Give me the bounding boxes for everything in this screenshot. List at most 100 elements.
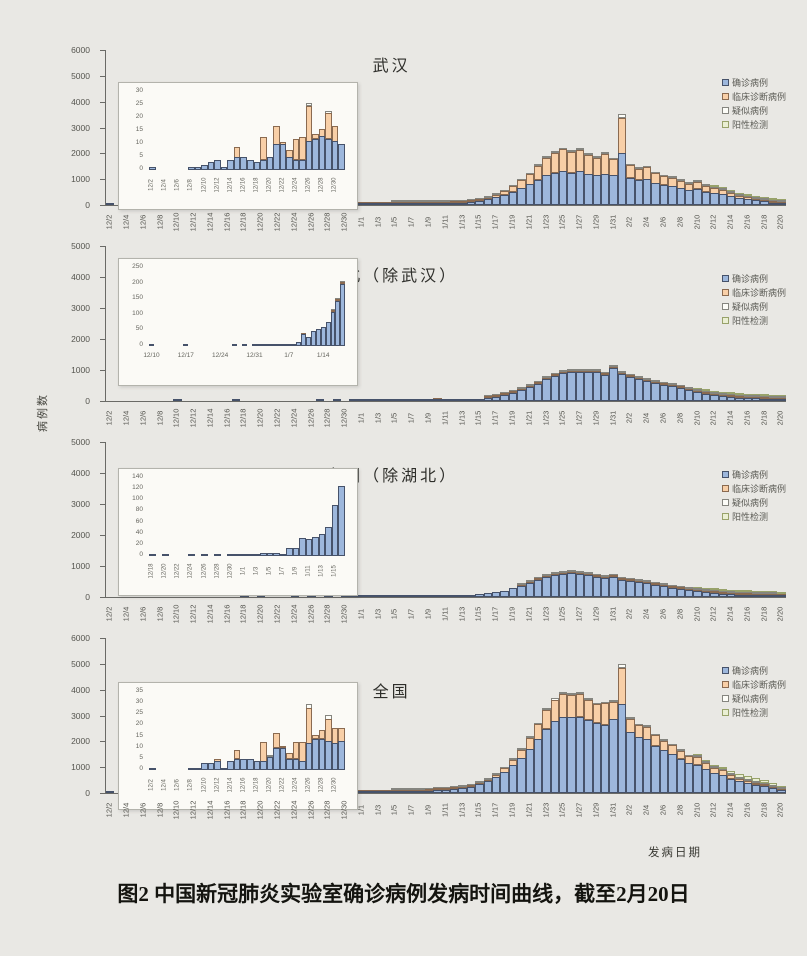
chart-panel-3: 5000 4000 3000 2000 1000 0 全国（除湖北） 确诊病例 临床诊断病例 疑似… bbox=[0, 437, 807, 634]
inset-plot-area bbox=[149, 92, 345, 170]
x-tick-label: 1/21 bbox=[524, 410, 534, 426]
x-slot: 2/6 bbox=[658, 795, 667, 829]
bar-1/14 bbox=[466, 595, 476, 597]
inset-bar-segment-confirmed bbox=[201, 554, 208, 556]
inset-bar-segment-confirmed bbox=[220, 767, 228, 770]
bar-2/10 bbox=[693, 586, 702, 597]
bar-segment-confirmed bbox=[382, 203, 392, 205]
x-slot: 1/5 bbox=[390, 599, 399, 633]
y-tick-label: 2000 bbox=[71, 148, 90, 159]
y-tick-label: 4000 bbox=[71, 272, 90, 282]
bar-segment-positive bbox=[718, 767, 727, 770]
bar-segment-confirmed bbox=[366, 399, 375, 401]
y-tick-label: 0 bbox=[139, 765, 143, 772]
inset-bar-segment-confirmed bbox=[227, 554, 234, 556]
x-slot bbox=[281, 795, 289, 829]
x-tick-label: 2/6 bbox=[658, 216, 668, 228]
bar-12/11 bbox=[207, 162, 215, 170]
legend-label-positive: 阳性检测 bbox=[731, 315, 768, 326]
bar-segment-suspected bbox=[567, 693, 576, 696]
x-tick-label: 12/2 bbox=[104, 410, 114, 426]
x-tick-label: 12/26 bbox=[306, 604, 316, 624]
x-tick-label: 1/1 bbox=[356, 216, 366, 228]
bar-segment-clinical bbox=[567, 151, 576, 174]
x-slot: 12/28 bbox=[323, 599, 332, 633]
bar-segment-confirmed bbox=[483, 397, 492, 401]
x-tick-label: 12/12 bbox=[188, 212, 198, 232]
x-tick-label: 12/24 bbox=[289, 212, 299, 232]
bar-12/14 bbox=[227, 159, 234, 170]
x-tick-label: 12/8 bbox=[155, 410, 165, 426]
inset-bar-segment-confirmed bbox=[315, 328, 321, 346]
x-slot: 1/9 bbox=[424, 207, 433, 241]
bar-segment-confirmed bbox=[525, 387, 534, 401]
bar-1/18 bbox=[500, 391, 509, 401]
inset-x-axis: 12/2 12/4 12/6 12/8 12/10 12/12 12/14 12/16 12/1… bbox=[149, 172, 345, 204]
bar-1/16 bbox=[483, 593, 492, 597]
x-tick-label: 1/11 bbox=[440, 214, 450, 230]
x-slot: 1/7 bbox=[406, 599, 416, 633]
bar-2/14 bbox=[726, 189, 736, 205]
x-slot: 12/26 bbox=[306, 403, 315, 437]
bar-segment-confirmed bbox=[643, 381, 652, 401]
inset-bar-segment-confirmed bbox=[338, 486, 345, 556]
x-tick-label: 2/14 bbox=[725, 802, 735, 818]
bar-segment-confirmed bbox=[466, 201, 476, 205]
y-tick-label: 3000 bbox=[71, 122, 90, 133]
x-slot bbox=[533, 207, 541, 241]
bar-1/24 bbox=[550, 372, 560, 401]
x-slot bbox=[533, 599, 541, 633]
x-tick-label: 1/13 bbox=[457, 214, 467, 230]
x-tick-label: 1/5 bbox=[389, 412, 399, 424]
bar-12/23 bbox=[286, 752, 293, 770]
bar-12/22 bbox=[279, 141, 287, 170]
x-tick-label: 1/7 bbox=[406, 608, 416, 620]
bar-segment-confirmed bbox=[684, 190, 694, 205]
x-slot: 2/14 bbox=[725, 795, 735, 829]
bar-segment-confirmed bbox=[726, 196, 736, 205]
inset-x-tick-label: 12/24 bbox=[212, 352, 229, 359]
x-slot bbox=[298, 403, 306, 437]
y-tick-label: 50 bbox=[135, 325, 143, 333]
bar-2/8 bbox=[676, 384, 685, 401]
inset-bar-segment-confirmed bbox=[240, 758, 247, 770]
legend-swatch-suspected bbox=[721, 694, 729, 702]
inset-bar-segment-confirmed bbox=[325, 741, 332, 770]
bar-1/29 bbox=[592, 156, 602, 205]
x-tick-label: 12/8 bbox=[155, 802, 165, 818]
x-slot bbox=[281, 599, 289, 633]
x-slot: 1/9 bbox=[424, 403, 433, 437]
bar-1/28 bbox=[584, 698, 593, 793]
y-tick-label: 4000 bbox=[71, 96, 90, 107]
legend-label-suspected: 疑似病例 bbox=[731, 105, 768, 116]
inset-bar-segment-clinical bbox=[325, 719, 332, 742]
inset-bar-segment-confirmed bbox=[266, 756, 274, 770]
y-tick-mark bbox=[100, 442, 105, 443]
bar-segment-confirmed bbox=[584, 719, 593, 793]
bar-segment-confirmed bbox=[743, 783, 753, 793]
inset-y-axis: 140 120 100 80 60 40 20 0 bbox=[119, 473, 146, 558]
bar-1/22 bbox=[533, 576, 543, 597]
x-tick-label: 1/9 bbox=[423, 804, 433, 816]
bar-1/16 bbox=[483, 394, 492, 401]
bar-12/10 bbox=[201, 763, 208, 770]
x-slot bbox=[734, 599, 742, 633]
x-slot bbox=[667, 207, 675, 241]
x-tick-label: 1/27 bbox=[574, 802, 584, 818]
bar-2/13 bbox=[718, 186, 727, 205]
x-slot: 12/16 bbox=[222, 599, 231, 633]
x-tick-label: 12/22 bbox=[272, 212, 282, 232]
bar-12/26 bbox=[305, 704, 313, 770]
bar-segment-clinical bbox=[525, 737, 534, 750]
bar-12/11 bbox=[207, 763, 215, 770]
inset-bar-segment-confirmed bbox=[194, 767, 202, 770]
inset-x-slot: 1/14 bbox=[317, 348, 330, 380]
x-slot: 12/16 bbox=[222, 795, 231, 829]
bar-segment-confirmed bbox=[231, 399, 241, 401]
x-slot bbox=[432, 795, 440, 829]
bar-segment-confirmed bbox=[559, 574, 568, 597]
bar-1/11 bbox=[306, 337, 311, 346]
bar-1/23 bbox=[542, 708, 551, 793]
x-tick-label: 12/24 bbox=[289, 604, 299, 624]
legend: 确诊病例 临床诊断病例 疑似病例 阳性检测 bbox=[721, 664, 786, 718]
